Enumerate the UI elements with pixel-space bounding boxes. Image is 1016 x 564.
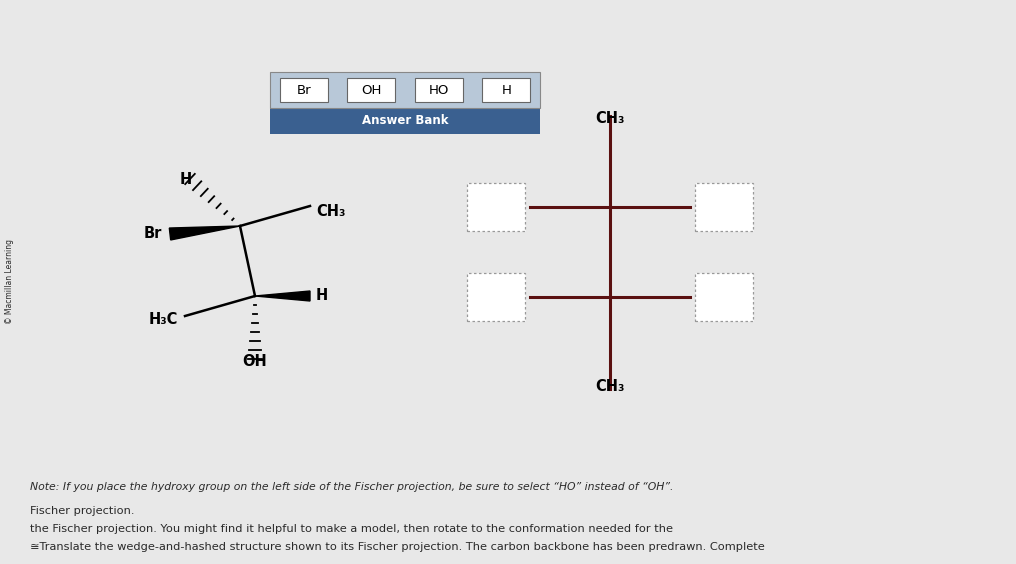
Polygon shape (170, 226, 240, 240)
Text: CH₃: CH₃ (595, 111, 625, 126)
Bar (483, 78, 530, 102)
Text: Note: If you place the hydroxy group on the left side of the Fischer projection,: Note: If you place the hydroxy group on … (30, 482, 674, 492)
Text: CH₃: CH₃ (316, 204, 345, 219)
Text: H: H (316, 289, 328, 303)
Bar (467, 273, 525, 321)
Text: ≅Translate the wedge-and-hashed structure shown to its Fischer projection. The c: ≅Translate the wedge-and-hashed structur… (30, 542, 765, 552)
Text: Br: Br (143, 227, 162, 241)
Polygon shape (255, 291, 310, 301)
Text: H₃C: H₃C (148, 311, 178, 327)
Bar (347, 78, 395, 102)
Bar (279, 78, 328, 102)
Bar (270, 108, 539, 134)
Text: OH: OH (243, 354, 267, 369)
Bar (695, 273, 753, 321)
Text: Br: Br (297, 83, 311, 96)
Bar (415, 78, 462, 102)
Text: CH₃: CH₃ (595, 379, 625, 394)
Text: the Fischer projection. You might find it helpful to make a model, then rotate t: the Fischer projection. You might find i… (30, 524, 673, 534)
Text: © Macmillan Learning: © Macmillan Learning (5, 240, 14, 324)
Bar (695, 183, 753, 231)
Text: H: H (180, 172, 192, 187)
Text: OH: OH (361, 83, 381, 96)
Text: H: H (501, 83, 511, 96)
Text: Answer Bank: Answer Bank (362, 114, 448, 127)
Text: Fischer projection.: Fischer projection. (30, 506, 134, 516)
Bar (467, 183, 525, 231)
Text: HO: HO (429, 83, 449, 96)
Bar (270, 72, 539, 108)
